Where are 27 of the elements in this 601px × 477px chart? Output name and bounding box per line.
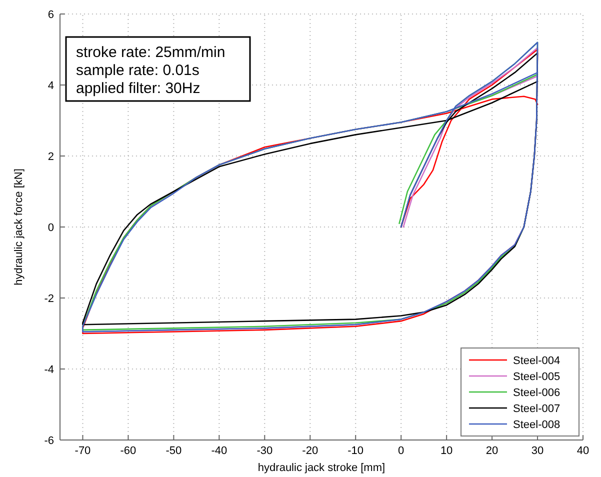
x-tick-label: 10 [440, 445, 453, 457]
y-tick-label: -6 [44, 435, 54, 447]
y-tick-label: 0 [48, 222, 54, 234]
y-axis-title: hydraulic jack force [kN] [13, 168, 25, 286]
x-tick-label: -70 [74, 445, 91, 457]
x-tick-label: 20 [486, 445, 498, 457]
legend-label: Steel-008 [513, 419, 560, 431]
y-tick-label: 4 [48, 80, 54, 92]
x-tick-label: -20 [302, 445, 318, 457]
x-tick-label: 30 [531, 445, 544, 457]
y-tick-label: -2 [44, 293, 54, 305]
y-tick-label: 2 [48, 151, 54, 163]
legend-label: Steel-006 [513, 387, 560, 399]
x-tick-label: -40 [211, 445, 228, 457]
x-tick-label: -60 [120, 445, 136, 457]
legend-label: Steel-007 [513, 403, 560, 415]
x-axis-title: hydraulic jack stroke [mm] [258, 462, 386, 474]
legend-label: Steel-005 [513, 371, 560, 383]
y-tick-label: -4 [44, 364, 54, 376]
legend-label: Steel-004 [513, 355, 560, 367]
annotation: stroke rate: 25mm/min sample rate: 0.01s applied filter: 30Hz [76, 44, 226, 97]
x-tick-label: 0 [398, 445, 404, 457]
x-tick-label: -10 [348, 445, 364, 457]
x-tick-label: -50 [166, 445, 182, 457]
x-tick-label: 40 [576, 445, 590, 457]
x-tick-label: -30 [256, 445, 273, 457]
y-tick-label: 6 [48, 9, 54, 21]
